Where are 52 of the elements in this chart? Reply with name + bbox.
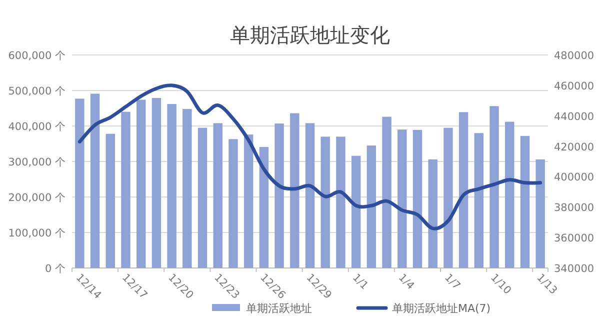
y-tick-label: 200,000 个	[8, 192, 66, 204]
y-tick-label: 100,000 个	[8, 228, 66, 240]
x-tick-label: 1/1	[350, 272, 370, 292]
bar	[336, 136, 346, 268]
bar	[412, 130, 422, 268]
bar	[75, 98, 84, 268]
y2-tick-label: 380000	[554, 202, 594, 214]
y2-tick-label: 340000	[554, 263, 594, 275]
bar	[228, 139, 238, 268]
chart-title: 单期活跃地址变化	[230, 23, 390, 47]
bar	[136, 100, 146, 268]
y2-tick-label: 400000	[554, 172, 594, 184]
bar	[505, 122, 514, 268]
bar	[320, 136, 330, 268]
bar	[167, 104, 176, 268]
bar	[182, 108, 192, 268]
bar	[428, 159, 438, 268]
bar	[351, 156, 361, 268]
bar	[444, 128, 453, 268]
x-tick-label: 1/4	[396, 272, 417, 292]
y2-tick-label: 480000	[554, 50, 594, 62]
bar	[90, 94, 100, 268]
bar	[152, 98, 162, 268]
legend-label: 单期活跃地址	[246, 302, 312, 315]
bar	[259, 146, 269, 268]
bar	[244, 134, 254, 268]
bar	[290, 113, 300, 268]
bar	[198, 128, 208, 268]
bar	[366, 146, 376, 268]
bar	[536, 159, 545, 268]
y-tick-label: 500,000 个	[8, 86, 66, 98]
bar	[121, 112, 130, 268]
bar	[490, 106, 499, 268]
y2-tick-label: 420000	[554, 141, 594, 154]
bar	[274, 124, 284, 268]
y2-tick-label: 460000	[554, 80, 594, 92]
bar	[458, 112, 468, 268]
bar	[305, 123, 315, 268]
y-tick-label: 0 个	[44, 263, 66, 275]
bar	[106, 134, 115, 268]
bar	[474, 133, 484, 268]
bar	[382, 116, 392, 268]
bar	[213, 123, 222, 268]
y2-tick-label: 360000	[554, 232, 594, 245]
bar	[398, 130, 407, 268]
y-tick-label: 400,000 个	[8, 121, 66, 133]
y-tick-label: 300,000 个	[8, 156, 66, 168]
y-tick-label: 600,000 个	[8, 50, 66, 62]
x-tick-label: 1/7	[442, 272, 463, 292]
legend-label: 单期活跃地址MA(7)	[392, 302, 491, 315]
bar	[520, 136, 530, 268]
y2-tick-label: 440000	[554, 110, 594, 123]
